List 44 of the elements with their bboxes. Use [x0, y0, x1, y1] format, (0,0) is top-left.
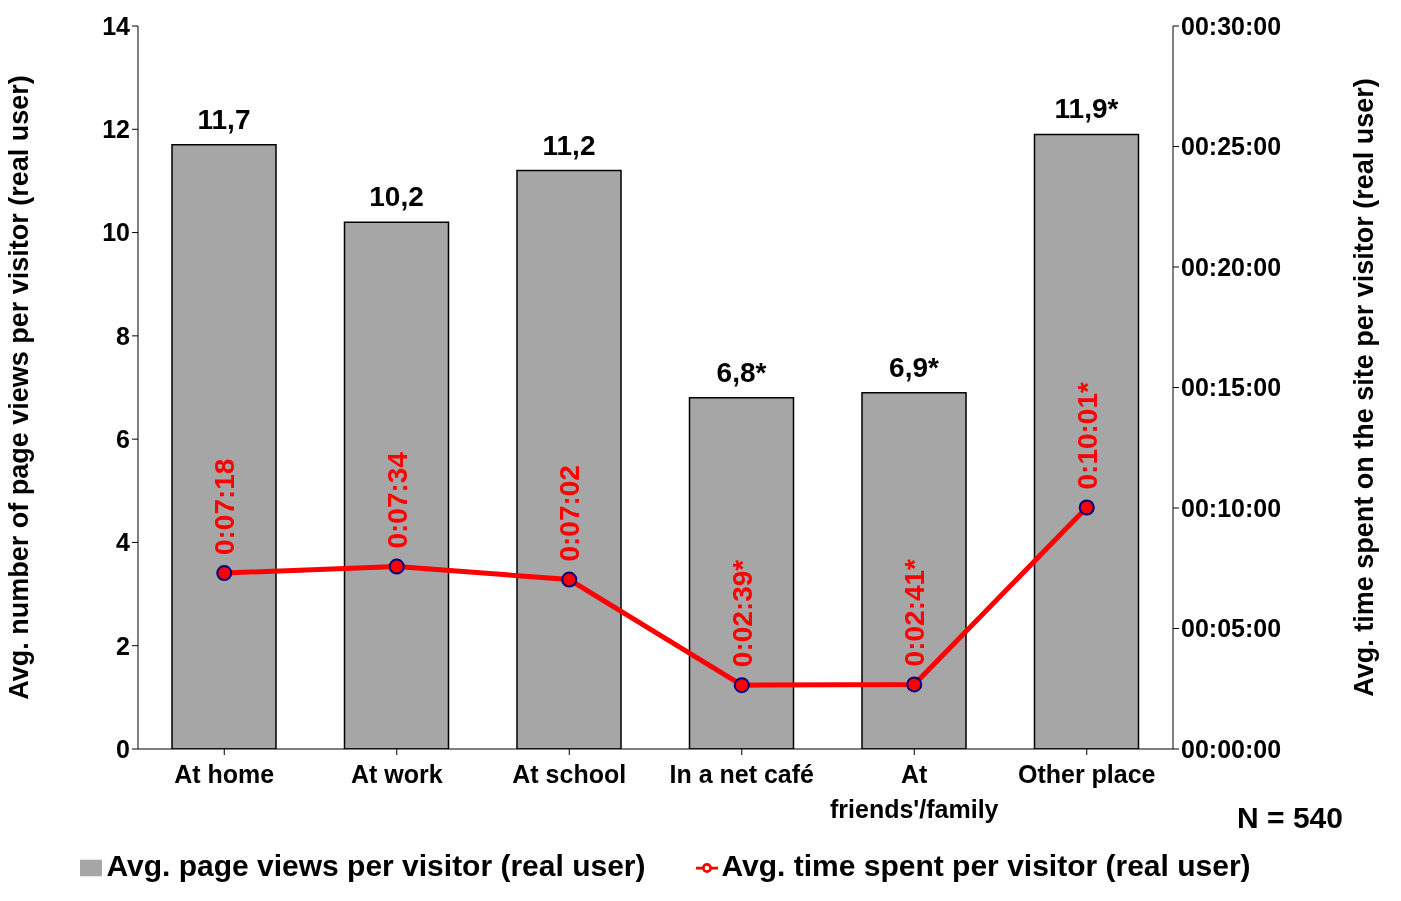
data-label: 11,9* [1054, 93, 1119, 125]
x-tick-label: At work [350, 760, 443, 788]
y2-tick-label: 00:00:00 [1181, 734, 1282, 763]
point [216, 565, 233, 582]
data-label: 11,7 [197, 103, 251, 135]
y-tick-label: 10 [102, 218, 130, 247]
x-tick-label: Other place [1017, 760, 1156, 788]
data-label: 6,8* [716, 356, 767, 388]
y-tick-label: 0 [116, 734, 130, 763]
y2-tick-label: 00:25:00 [1181, 132, 1282, 161]
y-tick-label: 4 [116, 528, 131, 557]
y2-tick-label: 00:30:00 [1181, 11, 1282, 40]
y-tick-label: 12 [102, 115, 130, 144]
y2-tick-label: 00:05:00 [1181, 614, 1282, 643]
y2-tick-label: 00:10:00 [1181, 493, 1282, 522]
point [733, 677, 750, 694]
y-tick-label: 2 [116, 631, 130, 660]
x-tick-label: In a net café [669, 760, 815, 788]
y-axis-title: Avg. number of page views per visitor (real user) [3, 75, 34, 700]
data-label: 0:02:39* [726, 559, 758, 668]
data-label: 0:07:02 [554, 465, 586, 562]
y2-tick-label: 00:15:00 [1181, 373, 1282, 402]
data-label: 0:10:01* [1071, 382, 1103, 490]
data-label: 0:02:41* [899, 558, 931, 667]
data-label: 10,2 [369, 181, 424, 213]
data-label: 0:07:34 [381, 451, 413, 549]
y2-axis-title: Avg. time spent on the site per visitor (real user) [1348, 78, 1379, 697]
x-tick-label: At home [174, 760, 275, 788]
y-tick-label: 8 [116, 321, 131, 350]
y2-tick-label: 00:20:00 [1181, 252, 1282, 281]
legend-label: Avg. page views per visitor (real user) [106, 849, 646, 882]
y-tick-label: 6 [116, 425, 130, 454]
data-label: 0:07:18 [209, 458, 241, 556]
point [388, 558, 405, 575]
data-label: 11,2 [542, 129, 596, 161]
point [561, 571, 578, 588]
text: N = 540 [1237, 801, 1343, 835]
legend-label: Avg. time spent per visitor (real user) [721, 849, 1251, 882]
point [1078, 499, 1095, 516]
x-tick-label: At friends'/family [830, 760, 999, 823]
y-tick-label: 14 [102, 11, 131, 40]
data-label: 6,9* [889, 351, 940, 383]
x-tick-label: At school [512, 760, 627, 788]
point [906, 676, 923, 693]
